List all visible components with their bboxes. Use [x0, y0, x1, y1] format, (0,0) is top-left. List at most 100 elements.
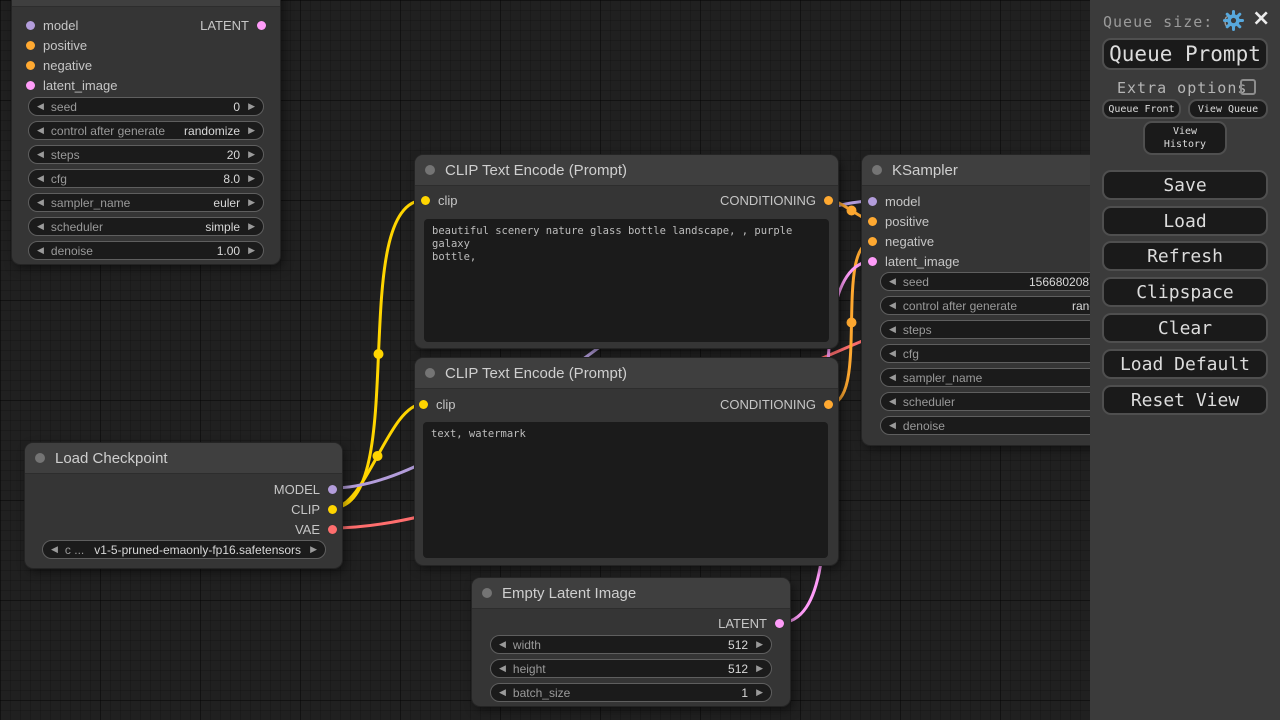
decrement-arrow-icon[interactable]: ◀	[37, 125, 44, 135]
collapse-dot-icon[interactable]	[425, 165, 435, 175]
conditioning-port-icon[interactable]	[26, 60, 35, 70]
widget-control-after-generate[interactable]: ◀ control after generate randomize ▶	[28, 121, 264, 140]
input-slot-negative[interactable]: negative	[26, 58, 92, 73]
latent-port-icon[interactable]	[775, 618, 784, 628]
link-midpoint-dot[interactable]	[846, 317, 857, 328]
output-slot-conditioning[interactable]: CONDITIONING	[720, 193, 833, 208]
widget-ckpt-name[interactable]: ◀ c ... v1-5-pruned-emaonly-fp16.safeten…	[42, 540, 326, 559]
decrement-arrow-icon[interactable]: ◀	[499, 663, 506, 673]
conditioning-port-icon[interactable]	[824, 195, 833, 205]
view-history-button[interactable]: View History	[1143, 121, 1227, 155]
clip-port-icon[interactable]	[421, 195, 430, 205]
output-slot-latent[interactable]: LATENT	[200, 18, 266, 33]
decrement-arrow-icon[interactable]: ◀	[37, 101, 44, 111]
widget-steps[interactable]: ◀ steps	[880, 320, 1134, 339]
collapse-dot-icon[interactable]	[35, 453, 45, 463]
increment-arrow-icon[interactable]: ▶	[248, 173, 255, 183]
link-midpoint-dot[interactable]	[372, 451, 383, 461]
clip-port-icon[interactable]	[328, 504, 337, 514]
widget-steps[interactable]: ◀ steps 20 ▶	[28, 145, 264, 164]
widget-sampler-name[interactable]: ◀ sampler_name	[880, 368, 1134, 387]
conditioning-port-icon[interactable]	[824, 399, 833, 409]
node-clip-text-encode-negative[interactable]: CLIP Text Encode (Prompt) clip CONDITION…	[415, 358, 838, 565]
increment-arrow-icon[interactable]: ▶	[756, 687, 763, 697]
decrement-arrow-icon[interactable]: ◀	[889, 324, 896, 334]
decrement-arrow-icon[interactable]: ◀	[499, 639, 506, 649]
input-slot-clip[interactable]: clip	[421, 193, 458, 208]
reset-view-button[interactable]: Reset View	[1102, 385, 1268, 415]
increment-arrow-icon[interactable]: ▶	[248, 221, 255, 231]
decrement-arrow-icon[interactable]: ◀	[889, 420, 896, 430]
increment-arrow-icon[interactable]: ▶	[248, 197, 255, 207]
widget-denoise[interactable]: ◀ denoise	[880, 416, 1134, 435]
widget-height[interactable]: ◀ height 512 ▶	[490, 659, 772, 678]
input-slot-clip[interactable]: clip	[419, 397, 456, 412]
widget-width[interactable]: ◀ width 512 ▶	[490, 635, 772, 654]
node-titlebar[interactable]: CLIP Text Encode (Prompt)	[415, 358, 838, 389]
decrement-arrow-icon[interactable]: ◀	[37, 173, 44, 183]
increment-arrow-icon[interactable]: ▶	[756, 663, 763, 673]
collapse-dot-icon[interactable]	[872, 165, 882, 175]
conditioning-port-icon[interactable]	[868, 216, 877, 226]
decrement-arrow-icon[interactable]: ◀	[889, 372, 896, 382]
decrement-arrow-icon[interactable]: ◀	[889, 276, 896, 286]
input-slot-latent-image[interactable]: latent_image	[26, 78, 117, 93]
vae-port-icon[interactable]	[328, 524, 337, 534]
settings-gear-icon[interactable]	[1223, 10, 1244, 31]
model-port-icon[interactable]	[26, 20, 35, 30]
decrement-arrow-icon[interactable]: ◀	[889, 396, 896, 406]
widget-seed[interactable]: ◀ seed 1566802087	[880, 272, 1134, 291]
latent-port-icon[interactable]	[257, 20, 266, 30]
model-port-icon[interactable]	[868, 196, 877, 206]
widget-sampler-name[interactable]: ◀ sampler_name euler ▶	[28, 193, 264, 212]
input-slot-positive[interactable]: positive	[868, 214, 929, 229]
load-default-button[interactable]: Load Default	[1102, 349, 1268, 379]
input-slot-negative[interactable]: negative	[868, 234, 934, 249]
model-port-icon[interactable]	[328, 484, 337, 494]
increment-arrow-icon[interactable]: ▶	[248, 245, 255, 255]
conditioning-port-icon[interactable]	[26, 40, 35, 50]
widget-scheduler[interactable]: ◀ scheduler	[880, 392, 1134, 411]
output-slot-latent[interactable]: LATENT	[718, 616, 784, 631]
link-midpoint-dot[interactable]	[373, 349, 384, 359]
increment-arrow-icon[interactable]: ▶	[248, 149, 255, 159]
extra-options-checkbox[interactable]	[1240, 79, 1256, 95]
collapse-dot-icon[interactable]	[425, 368, 435, 378]
input-slot-latent-image[interactable]: latent_image	[868, 254, 959, 269]
node-titlebar[interactable]: KSampler	[12, 0, 280, 7]
decrement-arrow-icon[interactable]: ◀	[499, 687, 506, 697]
latent-port-icon[interactable]	[26, 80, 35, 90]
decrement-arrow-icon[interactable]: ◀	[37, 221, 44, 231]
node-ksampler-left[interactable]: KSampler model LATENT positive negative …	[12, 0, 280, 264]
queue-front-button[interactable]: Queue Front	[1102, 99, 1181, 119]
widget-seed[interactable]: ◀ seed 0 ▶	[28, 97, 264, 116]
decrement-arrow-icon[interactable]: ◀	[37, 149, 44, 159]
decrement-arrow-icon[interactable]: ◀	[37, 245, 44, 255]
increment-arrow-icon[interactable]: ▶	[248, 125, 255, 135]
input-slot-positive[interactable]: positive	[26, 38, 87, 53]
close-icon[interactable]: ×	[1252, 6, 1271, 31]
increment-arrow-icon[interactable]: ▶	[310, 544, 317, 554]
output-slot-vae[interactable]: VAE	[295, 522, 337, 537]
prompt-textarea[interactable]: beautiful scenery nature glass bottle la…	[424, 219, 829, 342]
node-load-checkpoint[interactable]: Load Checkpoint MODEL CLIP VAE ◀ c ... v…	[25, 443, 342, 568]
widget-batch-size[interactable]: ◀ batch_size 1 ▶	[490, 683, 772, 702]
clip-port-icon[interactable]	[419, 399, 428, 409]
decrement-arrow-icon[interactable]: ◀	[37, 197, 44, 207]
conditioning-port-icon[interactable]	[868, 236, 877, 246]
queue-prompt-button[interactable]: Queue Prompt	[1102, 38, 1268, 70]
decrement-arrow-icon[interactable]: ◀	[889, 300, 896, 310]
widget-scheduler[interactable]: ◀ scheduler simple ▶	[28, 217, 264, 236]
clear-button[interactable]: Clear	[1102, 313, 1268, 343]
refresh-button[interactable]: Refresh	[1102, 241, 1268, 271]
node-titlebar[interactable]: CLIP Text Encode (Prompt)	[415, 155, 838, 186]
increment-arrow-icon[interactable]: ▶	[756, 639, 763, 649]
clipspace-button[interactable]: Clipspace	[1102, 277, 1268, 307]
widget-cfg[interactable]: ◀ cfg 8.0 ▶	[28, 169, 264, 188]
prompt-textarea[interactable]: text, watermark	[423, 422, 828, 558]
decrement-arrow-icon[interactable]: ◀	[51, 544, 58, 554]
output-slot-model[interactable]: MODEL	[274, 482, 337, 497]
collapse-dot-icon[interactable]	[482, 588, 492, 598]
widget-denoise[interactable]: ◀ denoise 1.00 ▶	[28, 241, 264, 260]
